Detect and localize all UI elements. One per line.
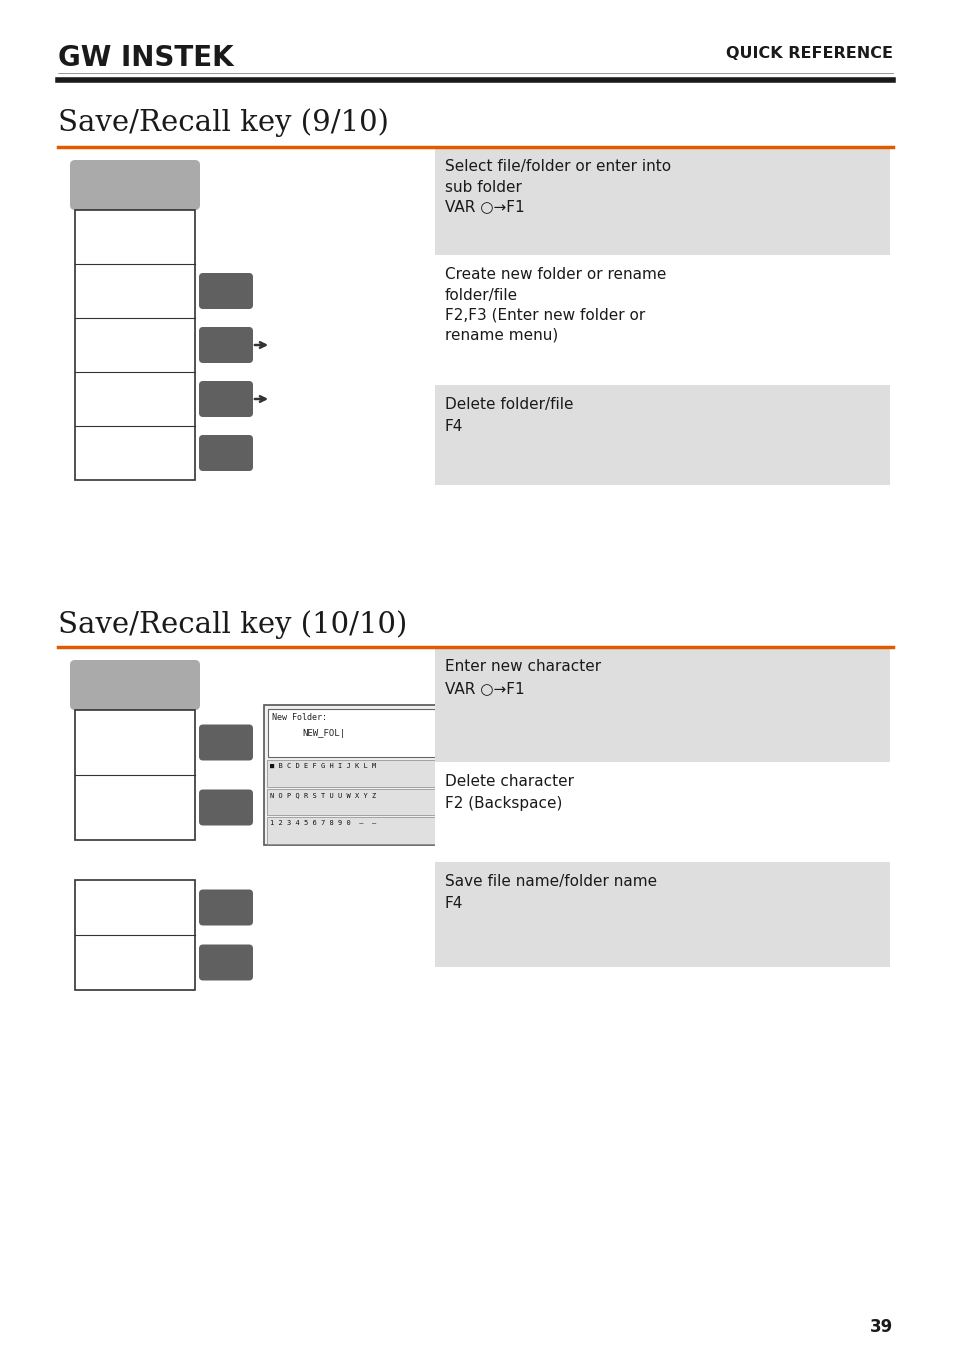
Text: NEW_FOL|: NEW_FOL| [302,729,345,738]
Bar [435,761,889,863]
Bar [267,760,451,787]
Text: Delete folder/file: Delete folder/file [444,397,573,412]
FancyBboxPatch shape [199,890,253,926]
Bar [268,709,450,757]
Bar [435,385,889,485]
Text: QUICK REFERENCE: QUICK REFERENCE [725,46,892,61]
FancyBboxPatch shape [199,790,253,825]
Text: VAR ○→F1: VAR ○→F1 [444,680,524,697]
Bar [264,705,454,845]
Text: Select file/folder or enter into
sub folder: Select file/folder or enter into sub fol… [444,159,670,194]
Text: 39: 39 [869,1318,892,1336]
Text: Save/Recall key (10/10): Save/Recall key (10/10) [58,610,407,639]
Bar [435,647,889,761]
Text: Save file name/folder name: Save file name/folder name [444,873,657,890]
Text: F2 (Backspace): F2 (Backspace) [444,796,561,811]
Bar [435,147,889,255]
Bar [435,863,889,967]
Bar [435,255,889,385]
Text: 1 2 3 4 5 6 7 8 9 0  —  —: 1 2 3 4 5 6 7 8 9 0 — — [270,821,375,826]
Bar [75,211,194,481]
Text: New Folder:: New Folder: [272,713,327,722]
Bar [75,880,194,990]
Bar [267,817,451,844]
FancyBboxPatch shape [199,273,253,309]
Text: ■ B C D E F G H I J K L M: ■ B C D E F G H I J K L M [270,763,375,769]
Text: F4: F4 [444,418,463,433]
Text: Delete character: Delete character [444,774,574,788]
Text: N O P Q R S T U U W X Y Z: N O P Q R S T U U W X Y Z [270,791,375,798]
Text: Enter new character: Enter new character [444,659,600,674]
Text: F2,F3 (Enter new folder or
rename menu): F2,F3 (Enter new folder or rename menu) [444,306,644,343]
FancyBboxPatch shape [199,327,253,363]
FancyBboxPatch shape [199,381,253,417]
Text: VAR ○→F1: VAR ○→F1 [444,198,524,215]
Text: F4: F4 [444,896,463,911]
Text: Save/Recall key (9/10): Save/Recall key (9/10) [58,108,389,136]
Text: GW INSTEK: GW INSTEK [58,45,233,72]
Bar [75,710,194,840]
FancyBboxPatch shape [70,161,200,211]
FancyBboxPatch shape [199,945,253,980]
FancyBboxPatch shape [199,435,253,471]
FancyBboxPatch shape [70,660,200,710]
FancyBboxPatch shape [199,725,253,760]
Bar [267,788,451,815]
Text: Create new folder or rename
folder/file: Create new folder or rename folder/file [444,267,666,302]
